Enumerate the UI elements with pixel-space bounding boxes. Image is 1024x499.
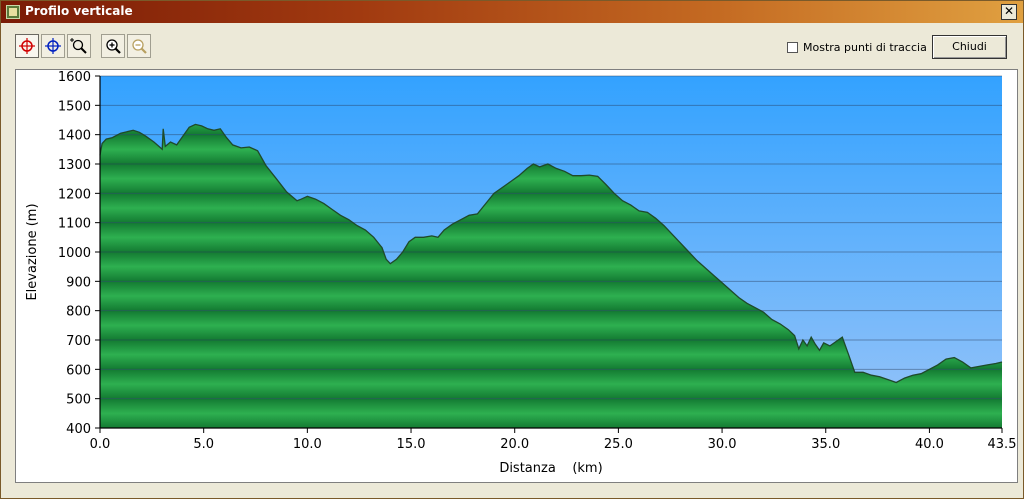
window-title: Profilo verticale (25, 4, 133, 18)
crosshair-red-button[interactable] (15, 34, 39, 58)
crosshair-blue-button[interactable] (41, 34, 65, 58)
y-tick-label: 1300 (58, 158, 91, 173)
y-tick-label: 800 (66, 305, 91, 320)
x-tick-label: 15.0 (397, 437, 426, 452)
x-tick-label: 5.0 (193, 437, 214, 452)
zoom-out-button[interactable] (127, 34, 151, 58)
y-tick-label: 1500 (58, 99, 91, 114)
x-tick-label: 30.0 (708, 437, 737, 452)
y-tick-label: 500 (66, 393, 91, 408)
y-tick-label: 1200 (58, 187, 91, 202)
elevation-chart: 400 500 600 700 800 900 1000 1100 1200 1300 1400 15… (15, 69, 1018, 483)
zoom-area-icon (70, 38, 87, 54)
x-tick-label: 35.0 (811, 437, 840, 452)
y-axis-title: Elevazione (m) (25, 203, 40, 300)
x-tick-label: 0.0 (90, 437, 111, 452)
show-points-checkbox[interactable] (787, 42, 798, 53)
terrain-band (100, 398, 1002, 428)
y-tick-label: 900 (66, 275, 91, 290)
x-tick-label: 40.0 (915, 437, 944, 452)
crosshair-red-icon (19, 38, 35, 54)
y-tick-label: 400 (66, 422, 91, 437)
y-tick-label: 1400 (58, 129, 91, 144)
elevation-profile-line (99, 123, 1003, 384)
show-points-label: Mostra punti di traccia (803, 41, 927, 54)
y-axis-ticks: 400 500 600 700 800 900 1000 1100 1200 1300 1400 15… (58, 70, 100, 437)
x-tick-label: 43.5 (988, 437, 1017, 452)
x-tick-label: 10.0 (293, 437, 322, 452)
zoom-area-button[interactable] (67, 34, 91, 58)
x-axis-ticks: 0.0 5.0 10.0 15.0 20.0 25.0 30.0 35.0 40.0 43.5 (90, 428, 1017, 452)
app-icon (6, 5, 20, 19)
elevation-chart-svg: 400 500 600 700 800 900 1000 1100 1200 1300 1400 15… (25, 70, 1017, 476)
y-tick-label: 1100 (58, 217, 91, 232)
x-tick-label: 25.0 (604, 437, 633, 452)
zoom-out-icon (132, 39, 147, 54)
x-axis-title: Distanza (km) (499, 461, 602, 476)
y-tick-label: 1000 (58, 246, 91, 261)
y-tick-label: 600 (66, 363, 91, 378)
close-window-button[interactable]: ✕ (1001, 4, 1017, 20)
title-bar[interactable]: Profilo verticale ✕ (1, 1, 1023, 23)
crosshair-blue-icon (45, 38, 61, 54)
zoom-in-icon (106, 39, 121, 54)
grid (100, 75, 1002, 400)
terrain-band (100, 369, 1002, 399)
x-tick-label: 20.0 (500, 437, 529, 452)
zoom-in-button[interactable] (101, 34, 125, 58)
close-button[interactable]: Chiudi (932, 35, 1007, 59)
y-tick-label: 700 (66, 334, 91, 349)
y-tick-label: 1600 (58, 70, 91, 85)
